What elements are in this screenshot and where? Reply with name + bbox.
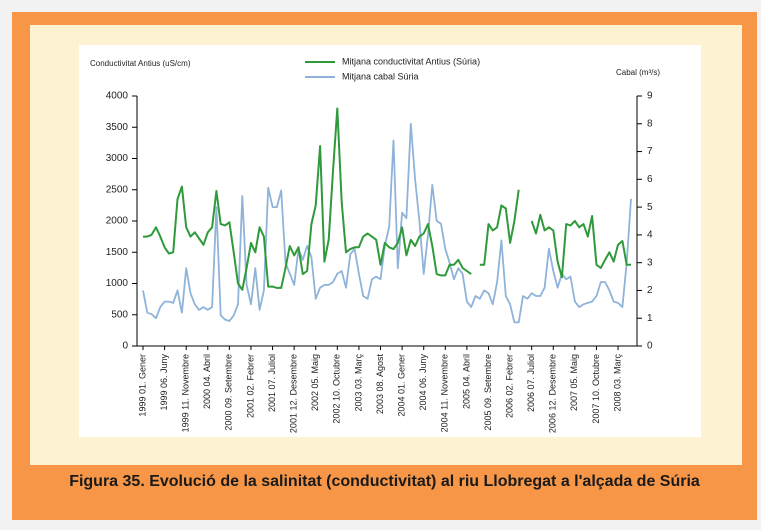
- y2-tick-label: 8: [647, 118, 653, 129]
- x-tick-label: 2006 02. Febrer: [504, 354, 514, 418]
- y2-tick-label: 0: [647, 341, 653, 352]
- x-tick-label: 2005 09. Setembre: [483, 354, 493, 431]
- y-tick-label: 2000: [106, 216, 129, 227]
- x-tick-label: 2001 02. Febrer: [245, 354, 255, 418]
- x-tick-label: 2000 09. Setembre: [224, 354, 234, 431]
- y-tick-label: 500: [111, 309, 128, 320]
- y2-tick-label: 1: [647, 313, 653, 324]
- y-tick-label: 3000: [106, 153, 129, 164]
- y-tick-label: 2500: [106, 184, 129, 195]
- x-tick-label: 2002 05. Maig: [310, 354, 320, 411]
- x-tick-label: 1999 06. Juny: [159, 354, 169, 411]
- x-tick-label: 2004 06. Juny: [418, 354, 428, 411]
- series-line: [143, 107, 631, 291]
- x-tick-label: 2003 03. Març: [353, 354, 363, 412]
- x-tick-label: 2006 07. Juliol: [526, 354, 536, 412]
- x-tick-label: 2000 04. Abril: [202, 354, 212, 409]
- y2-tick-label: 2: [647, 285, 653, 296]
- y-tick-label: 3500: [106, 122, 129, 133]
- x-tick-label: 2008 03. Març: [612, 354, 622, 412]
- y2-tick-label: 3: [647, 257, 653, 268]
- x-tick-label: 2004 01. Gener: [396, 354, 406, 417]
- plot-background: [79, 45, 701, 437]
- y-tick-label: 4000: [106, 91, 129, 102]
- y-axis-title: Conductivitat Antius (uS/cm): [90, 59, 191, 68]
- x-tick-label: 2001 12. Desembre: [289, 354, 299, 433]
- y2-tick-label: 6: [647, 174, 653, 185]
- y2-tick-label: 9: [647, 91, 653, 102]
- x-tick-label: 2005 04. Abril: [461, 354, 471, 409]
- x-tick-label: 2007 05. Maig: [569, 354, 579, 411]
- figure-caption: Figura 35. Evolució de la salinitat (con…: [69, 473, 700, 490]
- x-tick-label: 2006 12. Desembre: [548, 354, 558, 433]
- x-tick-label: 2002 10. Octubre: [332, 354, 342, 424]
- y-tick-label: 0: [122, 341, 128, 352]
- x-tick-label: 2004 11. Novembre: [440, 354, 450, 432]
- x-tick-label: 1999 01. Gener: [137, 354, 147, 417]
- y2-axis-title: Cabal (m³/s): [616, 68, 660, 77]
- y-tick-label: 1000: [106, 278, 129, 289]
- y2-tick-label: 5: [647, 202, 653, 213]
- y-tick-label: 1500: [106, 247, 129, 258]
- x-tick-label: 1999 11. Novembre: [181, 354, 191, 432]
- legend-label: Mitjana cabal Súria: [342, 71, 419, 81]
- x-tick-label: 2003 08. Agost: [375, 354, 385, 415]
- y2-tick-label: 4: [647, 230, 653, 241]
- legend-label: Mitjana conductivitat Antius (Súria): [342, 56, 480, 66]
- x-tick-label: 2007 10. Octubre: [591, 354, 601, 424]
- x-tick-label: 2001 07. Juliol: [267, 354, 277, 412]
- chart: Conductivitat Antius (uS/cm) Cabal (m³/s…: [79, 45, 701, 437]
- series-line: [142, 122, 632, 324]
- y2-tick-label: 7: [647, 146, 653, 157]
